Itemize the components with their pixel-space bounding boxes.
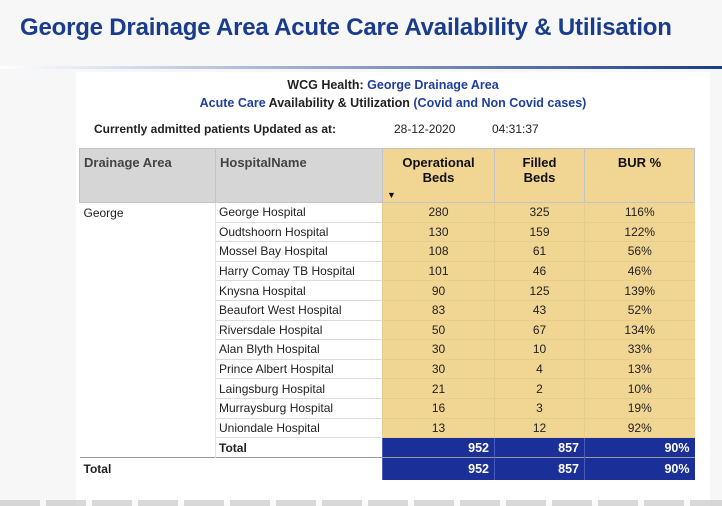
table-row: Uniondale Hospital 13 12 92% <box>80 418 695 439</box>
hospital-name-cell: Laingsburg Hospital <box>215 378 383 399</box>
operational-beds-cell: 30 <box>382 359 495 380</box>
subtotal-row: Total 952 857 90% <box>80 437 695 459</box>
report-subheading: Acute Care Availability & Utilization (C… <box>76 96 710 110</box>
updated-date: 28-12-2020 <box>394 122 456 136</box>
slide-title: George Drainage Area Acute Care Availabi… <box>20 14 672 41</box>
report-heading-org: WCG Health: <box>287 78 364 92</box>
operational-beds-header-line2: Beds <box>422 170 455 185</box>
column-header-hospital-name[interactable]: HospitalName <box>215 148 383 203</box>
filled-beds-cell: 2 <box>494 378 585 399</box>
bur-cell: 13% <box>584 359 695 380</box>
operational-beds-cell: 280 <box>382 202 495 223</box>
grand-total-row: Total 952 857 90% <box>79 457 695 480</box>
hospital-name-cell: Alan Blyth Hospital <box>215 339 383 360</box>
subtotal-operational-beds: 952 <box>382 437 495 458</box>
filled-beds-header-line2: Beds <box>523 170 556 185</box>
table-row: Harry Comay TB Hospital 101 46 46% <box>80 261 695 282</box>
table-row: Mossel Bay Hospital 108 61 56% <box>80 241 695 262</box>
operational-beds-cell: 90 <box>382 280 495 301</box>
sort-descending-icon[interactable]: ▼ <box>387 190 396 200</box>
operational-beds-cell: 108 <box>382 241 495 262</box>
updated-time: 04:31:37 <box>492 122 539 136</box>
filled-beds-cell: 61 <box>494 241 585 262</box>
report-heading: WCG Health: George Drainage Area <box>76 78 710 92</box>
table-header-row: Drainage Area HospitalName Operational B… <box>79 148 695 203</box>
hospital-name-cell: Uniondale Hospital <box>215 418 383 439</box>
report-heading-area: George Drainage Area <box>367 78 499 92</box>
hospital-name-cell: Beaufort West Hospital <box>215 300 383 321</box>
column-header-bur[interactable]: BUR % <box>584 148 695 203</box>
filled-beds-cell: 4 <box>494 359 585 380</box>
table-row: Knysna Hospital 90 125 139% <box>80 280 695 301</box>
hospital-name-cell: Murraysburg Hospital <box>215 398 383 419</box>
bur-cell: 10% <box>584 378 695 399</box>
report-subheading-cases: (Covid and Non Covid cases) <box>413 96 587 110</box>
bed-utilisation-table: Drainage Area HospitalName Operational B… <box>79 148 695 480</box>
table-row: Murraysburg Hospital 16 3 19% <box>80 398 695 419</box>
bur-cell: 56% <box>584 241 695 262</box>
grand-total-label: Total <box>79 457 383 480</box>
column-header-drainage-area[interactable]: Drainage Area <box>79 148 216 203</box>
updated-line: Currently admitted patients Updated as a… <box>94 122 539 136</box>
report-subheading-acute: Acute Care <box>199 96 266 110</box>
table-row: Laingsburg Hospital 21 2 10% <box>80 378 695 399</box>
bur-cell: 19% <box>584 398 695 419</box>
bur-cell: 33% <box>584 339 695 360</box>
operational-beds-cell: 13 <box>382 418 495 439</box>
filled-beds-header-line1: Filled <box>522 155 557 170</box>
hospital-name-cell: Knysna Hospital <box>215 280 383 301</box>
filled-beds-cell: 12 <box>494 418 585 439</box>
grand-total-filled-beds: 857 <box>494 457 585 480</box>
bur-cell: 139% <box>584 280 695 301</box>
table-row: Prince Albert Hospital 30 4 13% <box>80 359 695 380</box>
bur-cell: 116% <box>584 202 695 223</box>
operational-beds-cell: 16 <box>382 398 495 419</box>
bur-cell: 46% <box>584 261 695 282</box>
filled-beds-cell: 46 <box>494 261 585 282</box>
table-row: George George Hospital 280 325 116% <box>79 202 695 458</box>
report-subheading-availability: Availability & Utilization <box>268 96 410 110</box>
table-row: Riversdale Hospital 50 67 134% <box>80 320 695 341</box>
title-underline <box>0 66 722 69</box>
filled-beds-cell: 159 <box>494 222 585 243</box>
operational-beds-cell: 30 <box>382 339 495 360</box>
operational-beds-cell: 21 <box>382 378 495 399</box>
operational-beds-cell: 130 <box>382 222 495 243</box>
bur-cell: 134% <box>584 320 695 341</box>
operational-beds-cell: 101 <box>382 261 495 282</box>
hospital-name-cell: Harry Comay TB Hospital <box>215 261 383 282</box>
hospital-name-cell: George Hospital <box>215 202 383 223</box>
footnote-text-cropped <box>0 500 722 506</box>
operational-beds-cell: 50 <box>382 320 495 341</box>
updated-label: Currently admitted patients Updated as a… <box>94 122 337 136</box>
table-row: Oudtshoorn Hospital 130 159 122% <box>80 222 695 243</box>
bur-cell: 92% <box>584 418 695 439</box>
table-row: Beaufort West Hospital 83 43 52% <box>80 300 695 321</box>
bur-cell: 122% <box>584 222 695 243</box>
hospital-name-cell: Prince Albert Hospital <box>215 359 383 380</box>
subtotal-label: Total <box>215 437 383 459</box>
drainage-area-cell: George <box>79 202 216 458</box>
table-row: Alan Blyth Hospital 30 10 33% <box>80 339 695 360</box>
filled-beds-cell: 10 <box>494 339 585 360</box>
filled-beds-cell: 125 <box>494 280 585 301</box>
grand-total-bur: 90% <box>584 457 695 480</box>
filled-beds-cell: 43 <box>494 300 585 321</box>
operational-beds-header-line1: Operational <box>402 155 475 170</box>
subtotal-bur: 90% <box>584 437 695 458</box>
hospital-name-cell: Oudtshoorn Hospital <box>215 222 383 243</box>
filled-beds-cell: 325 <box>494 202 585 223</box>
operational-beds-cell: 83 <box>382 300 495 321</box>
hospital-name-cell: Riversdale Hospital <box>215 320 383 341</box>
subtotal-filled-beds: 857 <box>494 437 585 458</box>
grand-total-operational-beds: 952 <box>382 457 495 480</box>
filled-beds-cell: 3 <box>494 398 585 419</box>
report-panel: WCG Health: George Drainage Area Acute C… <box>76 72 710 506</box>
column-header-operational-beds[interactable]: Operational Beds ▼ <box>382 148 495 203</box>
column-header-filled-beds[interactable]: Filled Beds <box>494 148 585 203</box>
bur-cell: 52% <box>584 300 695 321</box>
hospital-name-cell: Mossel Bay Hospital <box>215 241 383 262</box>
filled-beds-cell: 67 <box>494 320 585 341</box>
